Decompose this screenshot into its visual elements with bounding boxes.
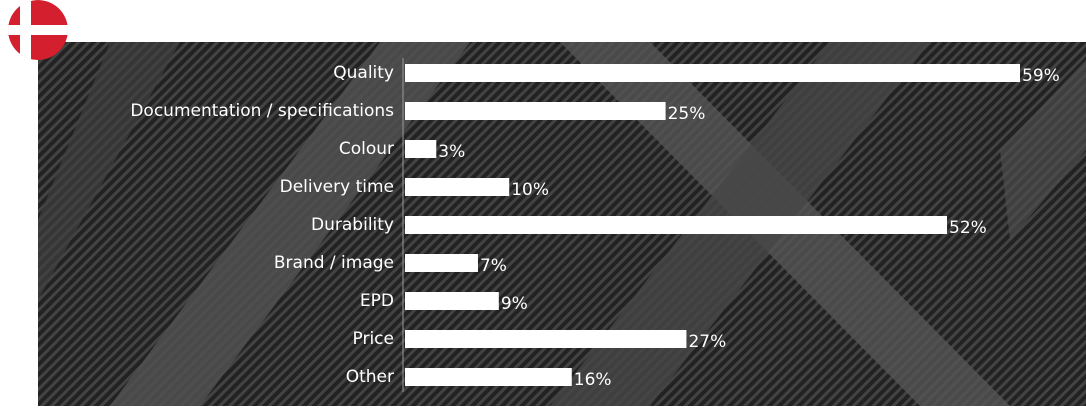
category-label: Brand / image: [274, 253, 394, 273]
bar: [405, 254, 478, 272]
bar: [405, 64, 1020, 82]
flag-icon: [8, 0, 68, 60]
value-label: 10%: [511, 180, 549, 200]
category-label: Quality: [333, 63, 394, 83]
category-label: Documentation / specifications: [130, 101, 394, 121]
category-label: Delivery time: [280, 177, 394, 197]
category-label: Durability: [311, 215, 394, 235]
category-label: Other: [346, 367, 394, 387]
value-label: 3%: [438, 142, 465, 162]
bar: [405, 178, 510, 196]
bar: [405, 330, 687, 348]
value-label: 27%: [688, 332, 726, 352]
value-label: 9%: [501, 294, 528, 314]
category-label: Colour: [339, 139, 394, 159]
value-label: 59%: [1022, 66, 1060, 86]
category-label: Price: [353, 329, 394, 349]
bar: [405, 140, 437, 158]
value-label: 7%: [480, 256, 507, 276]
bar: [405, 368, 572, 386]
value-label: 16%: [574, 370, 612, 390]
bar: [405, 102, 666, 120]
category-label: EPD: [360, 291, 394, 311]
bar: [405, 216, 948, 234]
value-label: 52%: [949, 218, 987, 238]
bar: [405, 292, 499, 310]
value-label: 25%: [668, 104, 706, 124]
